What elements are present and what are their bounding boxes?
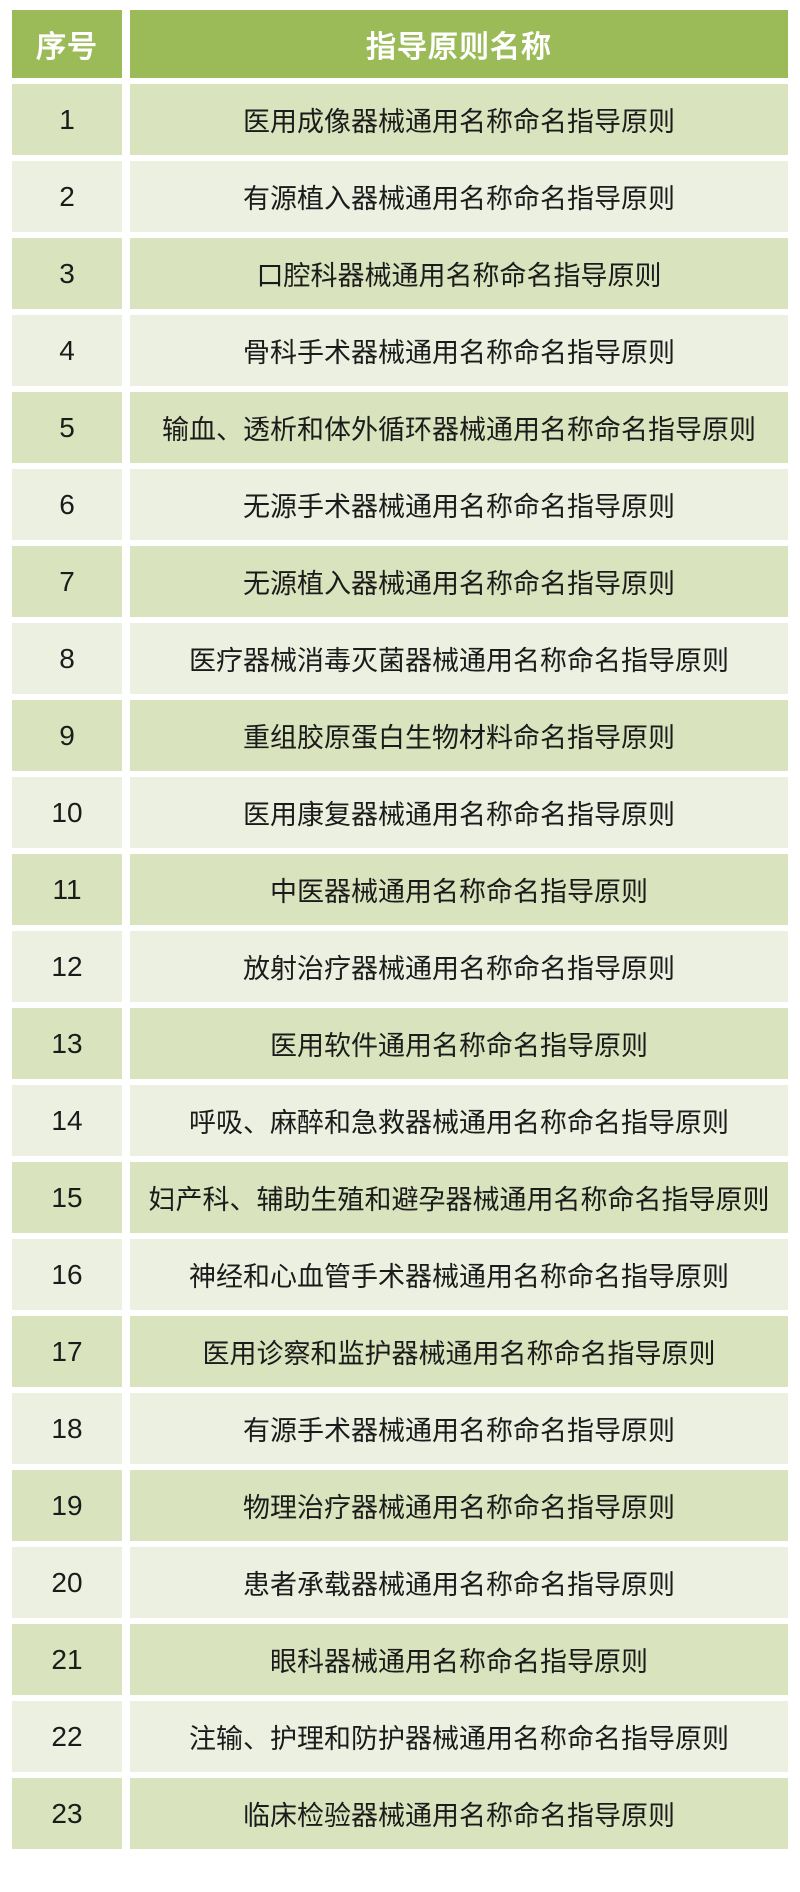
row-name-cell: 妇产科、辅助生殖和避孕器械通用名称命名指导原则 [130, 1162, 788, 1233]
table-row: 5 输血、透析和体外循环器械通用名称命名指导原则 [12, 392, 788, 463]
table-row: 6 无源手术器械通用名称命名指导原则 [12, 469, 788, 540]
row-number-cell: 6 [12, 469, 122, 540]
row-number-cell: 15 [12, 1162, 122, 1233]
row-name-cell: 神经和心血管手术器械通用名称命名指导原则 [130, 1239, 788, 1310]
row-number-cell: 17 [12, 1316, 122, 1387]
table-row: 1 医用成像器械通用名称命名指导原则 [12, 84, 788, 155]
table-row: 10 医用康复器械通用名称命名指导原则 [12, 777, 788, 848]
row-number-cell: 2 [12, 161, 122, 232]
table-row: 18 有源手术器械通用名称命名指导原则 [12, 1393, 788, 1464]
table-row: 7 无源植入器械通用名称命名指导原则 [12, 546, 788, 617]
row-name-cell: 眼科器械通用名称命名指导原则 [130, 1624, 788, 1695]
row-number-cell: 12 [12, 931, 122, 1002]
row-name-cell: 口腔科器械通用名称命名指导原则 [130, 238, 788, 309]
table-row: 21 眼科器械通用名称命名指导原则 [12, 1624, 788, 1695]
row-name-cell: 医用软件通用名称命名指导原则 [130, 1008, 788, 1079]
table-body: 1 医用成像器械通用名称命名指导原则 2 有源植入器械通用名称命名指导原则 3 … [12, 84, 788, 1849]
table-row: 8 医疗器械消毒灭菌器械通用名称命名指导原则 [12, 623, 788, 694]
row-name-cell: 无源手术器械通用名称命名指导原则 [130, 469, 788, 540]
table-row: 22 注输、护理和防护器械通用名称命名指导原则 [12, 1701, 788, 1772]
row-name-cell: 重组胶原蛋白生物材料命名指导原则 [130, 700, 788, 771]
row-number-cell: 23 [12, 1778, 122, 1849]
row-name-cell: 临床检验器械通用名称命名指导原则 [130, 1778, 788, 1849]
row-name-cell: 无源植入器械通用名称命名指导原则 [130, 546, 788, 617]
row-number-cell: 14 [12, 1085, 122, 1156]
row-name-cell: 医疗器械消毒灭菌器械通用名称命名指导原则 [130, 623, 788, 694]
table-row: 2 有源植入器械通用名称命名指导原则 [12, 161, 788, 232]
row-name-cell: 有源手术器械通用名称命名指导原则 [130, 1393, 788, 1464]
table-row: 20 患者承载器械通用名称命名指导原则 [12, 1547, 788, 1618]
row-number-cell: 16 [12, 1239, 122, 1310]
row-name-cell: 医用康复器械通用名称命名指导原则 [130, 777, 788, 848]
row-number-cell: 3 [12, 238, 122, 309]
header-cell-no: 序号 [12, 10, 122, 78]
table-row: 13 医用软件通用名称命名指导原则 [12, 1008, 788, 1079]
table-row: 3 口腔科器械通用名称命名指导原则 [12, 238, 788, 309]
header-row: 序号 指导原则名称 [12, 10, 788, 78]
guiding-principles-table: 序号 指导原则名称 1 医用成像器械通用名称命名指导原则 2 有源植入器械通用名… [4, 4, 796, 1855]
row-name-cell: 患者承载器械通用名称命名指导原则 [130, 1547, 788, 1618]
table-row: 17 医用诊察和监护器械通用名称命名指导原则 [12, 1316, 788, 1387]
row-name-cell: 中医器械通用名称命名指导原则 [130, 854, 788, 925]
row-name-cell: 注输、护理和防护器械通用名称命名指导原则 [130, 1701, 788, 1772]
row-number-cell: 20 [12, 1547, 122, 1618]
row-name-cell: 放射治疗器械通用名称命名指导原则 [130, 931, 788, 1002]
row-name-cell: 医用诊察和监护器械通用名称命名指导原则 [130, 1316, 788, 1387]
table-row: 12 放射治疗器械通用名称命名指导原则 [12, 931, 788, 1002]
table-row: 23 临床检验器械通用名称命名指导原则 [12, 1778, 788, 1849]
row-number-cell: 21 [12, 1624, 122, 1695]
table-row: 14 呼吸、麻醉和急救器械通用名称命名指导原则 [12, 1085, 788, 1156]
table-row: 15 妇产科、辅助生殖和避孕器械通用名称命名指导原则 [12, 1162, 788, 1233]
row-name-cell: 物理治疗器械通用名称命名指导原则 [130, 1470, 788, 1541]
row-number-cell: 8 [12, 623, 122, 694]
row-number-cell: 11 [12, 854, 122, 925]
row-number-cell: 4 [12, 315, 122, 386]
row-number-cell: 10 [12, 777, 122, 848]
row-number-cell: 22 [12, 1701, 122, 1772]
row-number-cell: 5 [12, 392, 122, 463]
table-row: 9 重组胶原蛋白生物材料命名指导原则 [12, 700, 788, 771]
row-number-cell: 13 [12, 1008, 122, 1079]
table-row: 4 骨科手术器械通用名称命名指导原则 [12, 315, 788, 386]
table-row: 11 中医器械通用名称命名指导原则 [12, 854, 788, 925]
row-number-cell: 7 [12, 546, 122, 617]
table-row: 16 神经和心血管手术器械通用名称命名指导原则 [12, 1239, 788, 1310]
row-name-cell: 医用成像器械通用名称命名指导原则 [130, 84, 788, 155]
row-name-cell: 骨科手术器械通用名称命名指导原则 [130, 315, 788, 386]
header-cell-name: 指导原则名称 [130, 10, 788, 78]
row-number-cell: 19 [12, 1470, 122, 1541]
row-number-cell: 18 [12, 1393, 122, 1464]
row-name-cell: 输血、透析和体外循环器械通用名称命名指导原则 [130, 392, 788, 463]
row-number-cell: 9 [12, 700, 122, 771]
row-name-cell: 有源植入器械通用名称命名指导原则 [130, 161, 788, 232]
table-header: 序号 指导原则名称 [12, 10, 788, 78]
row-name-cell: 呼吸、麻醉和急救器械通用名称命名指导原则 [130, 1085, 788, 1156]
row-number-cell: 1 [12, 84, 122, 155]
table-row: 19 物理治疗器械通用名称命名指导原则 [12, 1470, 788, 1541]
